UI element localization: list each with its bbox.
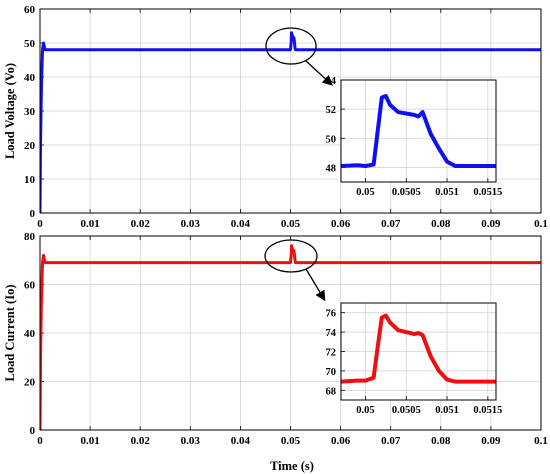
current-x-tick-label: 0.04	[231, 435, 251, 447]
current-y-axis-label: Load Current (Io)	[3, 285, 17, 382]
voltage-x-tick-label: 0.06	[331, 218, 351, 230]
current-inset-x-tick-label: 0.051	[435, 405, 459, 416]
voltage-x-tick-label: 0.05	[281, 218, 301, 230]
current-inset-y-tick-label: 70	[326, 367, 337, 378]
voltage-series-line	[40, 31, 541, 213]
voltage-x-tick-label: 0.07	[381, 218, 401, 230]
voltage-x-tick-label: 0.02	[131, 218, 151, 230]
current-inset-y-tick-label: 76	[326, 309, 337, 320]
current-zoom-ellipse	[264, 239, 318, 273]
voltage-inset-series-line	[341, 94, 496, 168]
voltage-y-tick-label: 60	[24, 4, 36, 16]
current-x-tick-label: 0.05	[281, 435, 301, 447]
current-x-tick-label: 0.02	[131, 435, 151, 447]
voltage-y-axis-label: Load Voltage (Vo)	[3, 63, 17, 159]
current-x-tick-label: 0.01	[80, 435, 99, 447]
current-inset: 0.05 0.0505 0.051 0.0515 68 70 72 74 76	[326, 302, 502, 416]
voltage-zoom-ellipse	[265, 27, 317, 65]
voltage-y-tick-label: 20	[24, 140, 36, 152]
current-inset-series-line	[341, 313, 496, 384]
voltage-inset-y-tick-label: 50	[326, 134, 337, 145]
current-x-tick-label: 0.09	[481, 435, 501, 447]
voltage-inset-x-tick-label: 0.0515	[473, 187, 502, 198]
current-x-tick-label: 0.1	[534, 435, 548, 447]
voltage-y-tick-label: 10	[24, 174, 36, 186]
voltage-inset-x-tick-label: 0.051	[435, 187, 459, 198]
current-y-tick-label: 20	[24, 377, 36, 389]
voltage-x-tick-label: 0.04	[231, 218, 251, 230]
voltage-x-tick-label: 0.09	[481, 218, 501, 230]
current-inset-x-tick-label: 0.0505	[392, 405, 421, 416]
voltage-zoom-arrow	[305, 60, 333, 86]
current-x-tick-label: 0.03	[181, 435, 201, 447]
voltage-inset-x-tick-label: 0.05	[356, 187, 374, 198]
voltage-x-tick-label: 0.08	[431, 218, 451, 230]
current-zoom-arrow	[305, 268, 326, 302]
voltage-x-tick-label: 0.01	[80, 218, 99, 230]
current-inset-x-tick-label: 0.05	[356, 405, 374, 416]
current-inset-frame	[340, 302, 497, 401]
current-inset-x-tick-label: 0.0515	[473, 405, 502, 416]
current-plot-frame	[39, 235, 542, 431]
voltage-x-tick-label: 0	[37, 218, 43, 230]
x-axis-label: Time (s)	[270, 459, 314, 473]
voltage-inset: 0.05 0.0505 0.051 0.0515 48 50 52 54	[326, 76, 503, 198]
current-y-tick-label: 0	[30, 425, 36, 437]
current-series-line	[40, 244, 541, 430]
voltage-plot-frame	[39, 8, 542, 214]
current-x-tick-label: 0	[37, 435, 43, 447]
current-inset-y-tick-label: 68	[326, 386, 337, 397]
current-panel: 0 0.01 0.02 0.03 0.04 0.05 0.06 0.07 0.08 0.09 0.1…	[3, 231, 548, 447]
voltage-inset-y-tick-label: 52	[326, 105, 337, 116]
current-x-tick-label: 0.07	[381, 435, 401, 447]
voltage-y-tick-label: 30	[24, 106, 36, 118]
voltage-inset-y-tick-label: 48	[326, 163, 337, 174]
voltage-x-tick-label: 0.03	[181, 218, 201, 230]
voltage-y-tick-label: 0	[30, 208, 36, 220]
voltage-x-tick-label: 0.1	[534, 218, 548, 230]
voltage-inset-frame	[340, 79, 497, 183]
current-inset-y-tick-label: 74	[326, 328, 337, 339]
current-y-tick-label: 80	[24, 231, 36, 243]
voltage-y-tick-label: 50	[24, 38, 36, 50]
voltage-inset-y-tick-label: 54	[326, 76, 337, 87]
current-y-tick-label: 40	[24, 328, 36, 340]
current-x-tick-label: 0.06	[331, 435, 351, 447]
voltage-y-tick-label: 40	[24, 72, 36, 84]
voltage-inset-x-tick-label: 0.0505	[392, 187, 421, 198]
voltage-panel: 0 0.01 0.02 0.03 0.04 0.05 0.06 0.07 0.08 0.09 0.1…	[3, 4, 548, 230]
current-inset-y-tick-label: 72	[326, 348, 337, 359]
current-y-tick-label: 60	[24, 280, 36, 292]
current-x-tick-label: 0.08	[431, 435, 451, 447]
